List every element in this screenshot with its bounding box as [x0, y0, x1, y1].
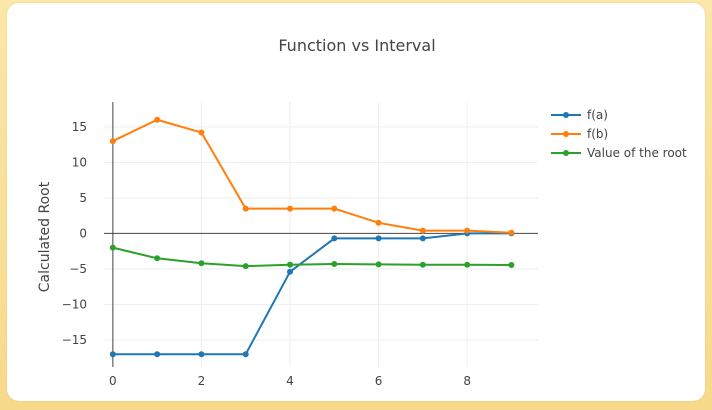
series-value-of-the-root: [109, 244, 515, 270]
x-tick-label: 0: [109, 374, 117, 388]
data-point: [109, 138, 116, 145]
legend-item-value-of-the-root[interactable]: Value of the root: [551, 146, 687, 160]
data-point: [287, 268, 293, 275]
series-f-a: [109, 230, 515, 358]
data-point: [331, 205, 338, 212]
legend-swatch-marker: [563, 112, 569, 118]
data-point: [287, 261, 293, 268]
data-point: [419, 235, 426, 242]
y-tick-label: 10: [72, 155, 87, 169]
legend-label: Value of the root: [587, 146, 687, 160]
x-tick-label: 6: [375, 374, 383, 388]
data-point: [287, 205, 293, 212]
data-point: [464, 261, 471, 268]
x-tick-label: 8: [463, 374, 471, 388]
data-point: [375, 219, 382, 226]
data-point: [375, 261, 382, 268]
data-point: [242, 205, 249, 212]
y-tick-label: −10: [62, 297, 87, 311]
data-point: [419, 261, 426, 268]
data-point: [154, 351, 161, 358]
chart-title: Function vs Interval: [278, 36, 435, 55]
x-tick-label: 2: [198, 374, 206, 388]
data-point: [508, 262, 515, 269]
data-point: [109, 244, 116, 251]
series-lines: [109, 116, 515, 358]
data-point: [198, 129, 205, 136]
data-point: [198, 351, 205, 358]
legend-item-f-a[interactable]: f(a): [551, 108, 608, 122]
tick-labels: 0 2 4 6 8 −15 −10 −5 0 5 10 15: [62, 120, 471, 388]
y-tick-label: −5: [69, 262, 87, 276]
x-tick-label: 4: [286, 374, 294, 388]
legend-item-f-b[interactable]: f(b): [551, 127, 608, 141]
data-point: [198, 260, 205, 267]
chart-card: [7, 3, 705, 401]
grid: [104, 102, 538, 367]
series-line: [112, 232, 512, 356]
y-tick-label: 15: [72, 120, 87, 134]
y-tick-label: −15: [62, 333, 87, 347]
data-point: [242, 263, 249, 270]
data-point: [331, 260, 338, 267]
data-point: [154, 255, 161, 262]
data-point: [375, 235, 382, 242]
legend[interactable]: f(a) f(b) Value of the root: [551, 108, 687, 160]
y-tick-label: 0: [79, 226, 87, 240]
data-point: [154, 116, 161, 123]
series-line: [112, 118, 512, 234]
data-point: [508, 229, 515, 236]
data-point: [109, 351, 116, 358]
legend-label: f(a): [587, 108, 608, 122]
data-point: [242, 351, 249, 358]
data-point: [331, 235, 338, 242]
legend-swatch-marker: [563, 131, 569, 137]
series-f-b: [109, 116, 515, 236]
data-point: [419, 227, 426, 234]
series-line: [112, 246, 512, 268]
y-tick-label: 5: [79, 191, 87, 205]
legend-swatch-marker: [563, 150, 569, 156]
y-axis-label: Calculated Root: [37, 181, 53, 292]
legend-label: f(b): [587, 127, 608, 141]
data-point: [464, 227, 471, 234]
axes: [104, 102, 538, 367]
